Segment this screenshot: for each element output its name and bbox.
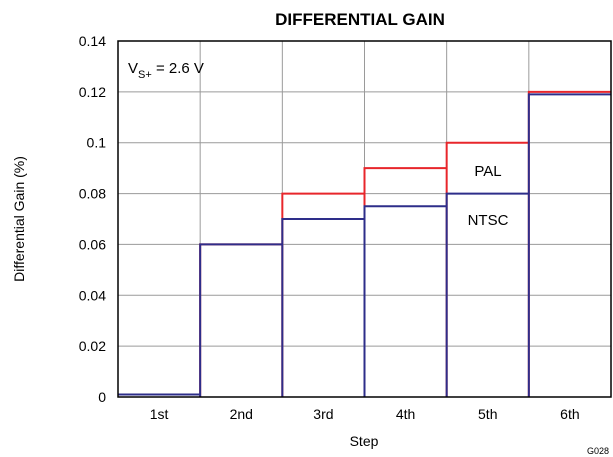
figure-id: G028 [587, 446, 609, 456]
annotation-subscript: S+ [138, 69, 152, 81]
y-tick-label: 0.08 [79, 186, 106, 202]
annotation-rest: = 2.6 V [152, 60, 204, 77]
y-axis-label: Differential Gain (%) [11, 156, 27, 282]
y-tick-label: 0.12 [79, 84, 106, 100]
x-tick-label: 4th [396, 406, 415, 422]
y-tick-label: 0.1 [87, 135, 107, 151]
x-axis-ticks: 1st 2nd 3rd 4th 5th 6th [150, 406, 580, 422]
x-axis-label: Step [350, 433, 379, 449]
x-tick-label: 6th [560, 406, 579, 422]
x-tick-label: 2nd [230, 406, 253, 422]
x-tick-label: 5th [478, 406, 497, 422]
y-tick-label: 0.02 [79, 338, 106, 354]
annotation-main: V [128, 60, 138, 77]
supply-voltage-annotation: VS+ = 2.6 V [128, 60, 204, 81]
x-tick-label: 1st [150, 406, 169, 422]
plot-frame [117, 40, 612, 398]
series-line-ntsc [118, 93, 611, 397]
series-lines [118, 90, 611, 397]
chart-title: DIFFERENTIAL GAIN [275, 10, 445, 29]
x-tick-label: 3rd [313, 406, 333, 422]
y-tick-label: 0.14 [79, 33, 106, 49]
y-tick-label: 0.06 [79, 236, 106, 252]
series-label-ntsc: NTSC [468, 212, 509, 229]
y-axis-ticks: 0 0.02 0.04 0.06 0.08 0.1 0.12 0.14 [79, 33, 106, 405]
series-label-pal: PAL [474, 163, 501, 180]
y-tick-label: 0 [98, 389, 106, 405]
y-tick-label: 0.04 [79, 287, 106, 303]
